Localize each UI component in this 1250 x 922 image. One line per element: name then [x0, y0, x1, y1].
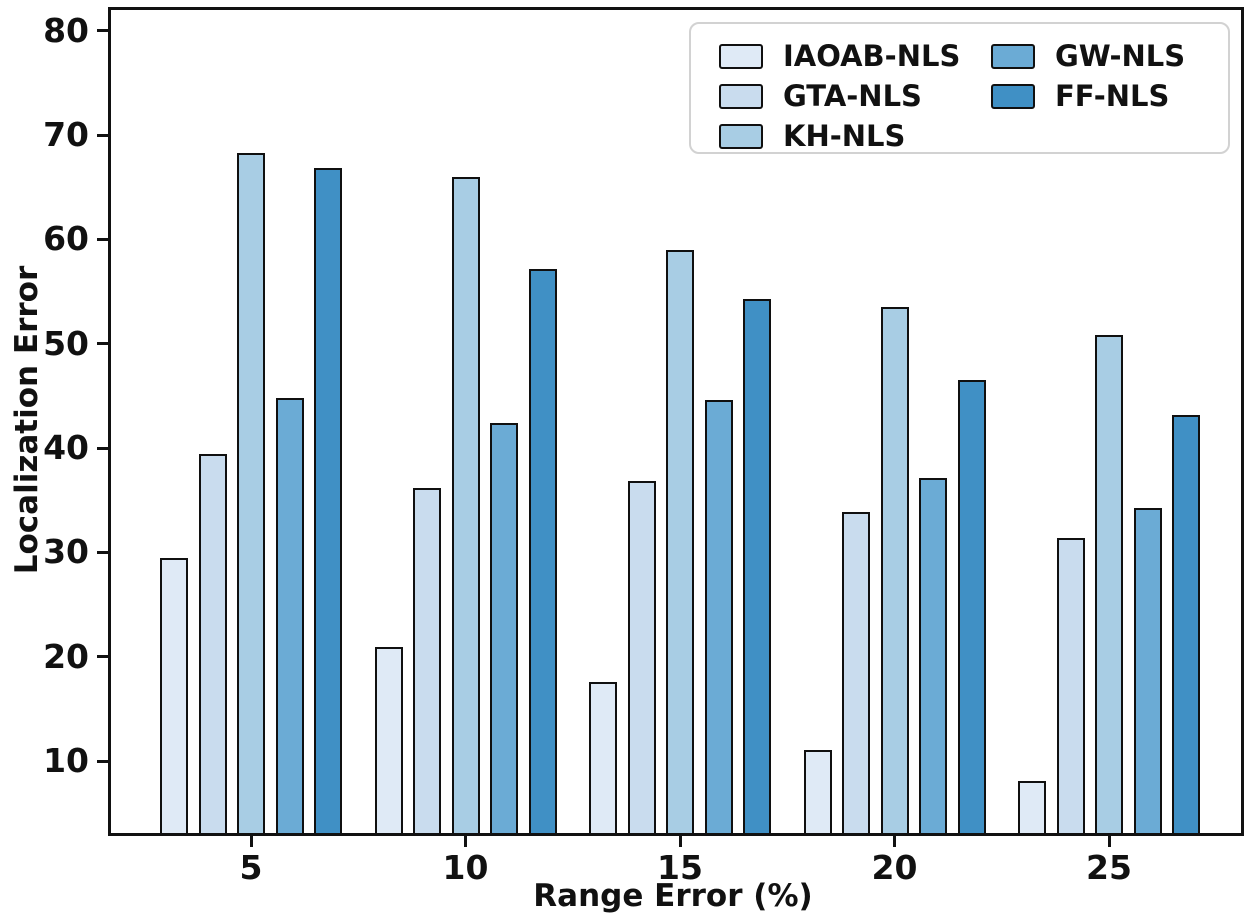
- legend-item-gw-nls: GW-NLS: [991, 36, 1185, 76]
- x-tick-mark: [893, 836, 896, 847]
- bar-ff-nls-20: [957, 380, 986, 833]
- legend-label: IAOAB-NLS: [783, 39, 961, 73]
- legend-swatch-ff-nls: [991, 83, 1035, 109]
- bar-ff-nls-15: [743, 298, 771, 833]
- bar-kh-nls-20: [880, 307, 909, 833]
- y-tick-mark: [97, 759, 108, 763]
- legend-item-gta-nls: GTA-NLS: [719, 76, 960, 116]
- legend-label: GTA-NLS: [783, 79, 922, 113]
- bar-gta-nls-20: [842, 511, 870, 833]
- bar-gta-nls-10: [413, 487, 441, 833]
- bar-iaoab-nls-5: [160, 557, 188, 833]
- legend-item-ff-nls: FF-NLS: [991, 76, 1185, 116]
- bar-gta-nls-15: [627, 481, 656, 833]
- bar-kh-nls-10: [451, 176, 480, 833]
- bar-gw-nls-20: [919, 478, 947, 833]
- bar-kh-nls-5: [237, 152, 265, 833]
- bar-ff-nls-25: [1172, 414, 1200, 833]
- y-tick-mark: [97, 550, 108, 554]
- x-axis-title: Range Error (%): [533, 878, 813, 914]
- bar-gw-nls-10: [490, 423, 518, 833]
- bar-gta-nls-25: [1056, 537, 1085, 833]
- legend-swatch-gta-nls: [719, 83, 763, 109]
- y-tick-mark: [97, 655, 108, 659]
- y-tick-label: 30: [43, 532, 89, 572]
- bar-iaoab-nls-25: [1018, 780, 1046, 833]
- bar-kh-nls-15: [666, 249, 694, 833]
- y-tick-mark: [97, 237, 108, 241]
- y-tick-mark: [97, 133, 108, 137]
- y-axis-title: Localization Error: [9, 265, 45, 575]
- y-tick-label: 20: [43, 636, 89, 676]
- bar-iaoab-nls-20: [803, 749, 832, 833]
- legend-swatch-kh-nls: [719, 123, 763, 149]
- y-tick-label: 50: [43, 323, 89, 363]
- x-tick-label: 15: [657, 848, 703, 887]
- bar-gw-nls-15: [704, 400, 733, 833]
- plot-area: IAOAB-NLS GTA-NLS KH-NLS GW-NLS FF-NLS 10 20…: [43, 7, 1244, 887]
- legend-column-1: IAOAB-NLS GTA-NLS KH-NLS: [719, 36, 960, 156]
- legend-label: KH-NLS: [783, 119, 906, 153]
- legend-column-2: GW-NLS FF-NLS: [991, 36, 1185, 116]
- bar-gta-nls-5: [198, 454, 227, 833]
- legend-swatch-gw-nls: [991, 43, 1035, 69]
- y-tick-label: 40: [43, 428, 89, 468]
- y-tick-label: 10: [43, 741, 89, 781]
- y-tick-mark: [97, 446, 108, 450]
- legend-item-iaoab-nls: IAOAB-NLS: [719, 36, 960, 76]
- bar-kh-nls-25: [1095, 335, 1123, 833]
- y-tick-mark: [97, 342, 108, 346]
- bar-ff-nls-10: [528, 268, 557, 833]
- x-tick-mark: [464, 836, 467, 847]
- bar-iaoab-nls-10: [374, 647, 403, 833]
- bar-gw-nls-25: [1133, 507, 1162, 833]
- x-tick-label: 25: [1086, 848, 1132, 887]
- legend-label: FF-NLS: [1055, 79, 1170, 113]
- x-tick-label: 5: [239, 848, 263, 887]
- bar-ff-nls-5: [314, 167, 342, 833]
- x-tick-mark: [1107, 836, 1111, 847]
- legend-item-kh-nls: KH-NLS: [719, 116, 960, 156]
- x-tick-label: 20: [871, 848, 918, 887]
- bar-iaoab-nls-15: [589, 681, 617, 833]
- legend-label: GW-NLS: [1055, 39, 1186, 73]
- y-tick-mark: [97, 29, 108, 33]
- x-tick-label: 10: [442, 848, 489, 887]
- legend-swatch-iaoab-nls: [719, 43, 763, 69]
- y-tick-label: 70: [43, 115, 89, 155]
- x-tick-mark: [678, 836, 682, 847]
- legend: IAOAB-NLS GTA-NLS KH-NLS GW-NLS FF-NLS: [689, 22, 1230, 154]
- x-tick-mark: [249, 836, 253, 847]
- bar-gw-nls-5: [275, 398, 304, 833]
- y-tick-label: 60: [43, 219, 89, 259]
- y-tick-label: 80: [43, 10, 89, 50]
